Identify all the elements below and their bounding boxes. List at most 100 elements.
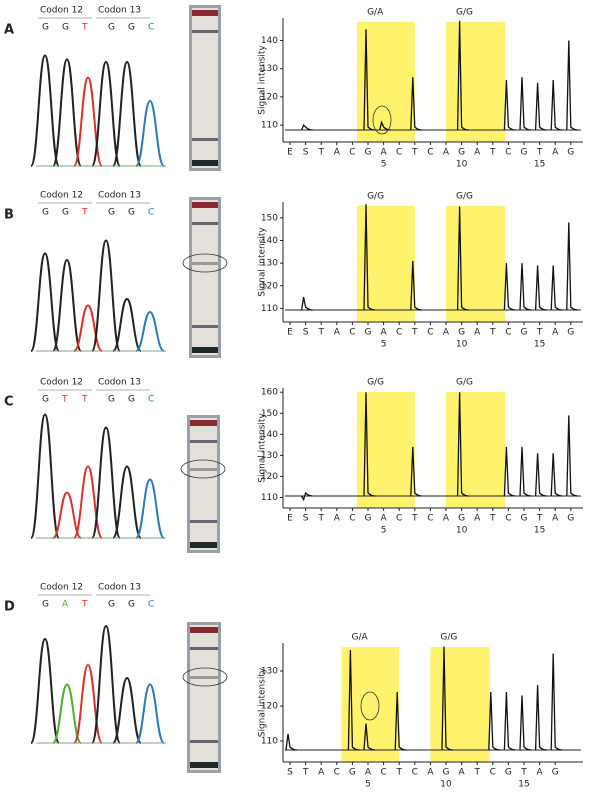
codon-label: Codon 12 [40, 378, 83, 388]
position-number: 10 [456, 160, 468, 170]
base-label: G [128, 395, 135, 405]
codon-label: Codon 12 [40, 583, 83, 593]
pyrogram-peak [550, 653, 563, 751]
y-tick-label: 130 [261, 64, 278, 74]
base-label: G [108, 208, 115, 218]
codon-label: Codon 13 [98, 6, 141, 16]
chromatogram-peak [135, 310, 165, 352]
dispensation-label: C [334, 768, 340, 778]
y-tick-label: 120 [261, 92, 278, 102]
codon-label: Codon 12 [40, 6, 83, 16]
y-tick-label: 120 [261, 702, 278, 712]
dispensation-label: A [381, 148, 388, 158]
pyrogram-peak [410, 77, 422, 131]
base-label: G [42, 208, 49, 218]
gel-band [192, 325, 218, 328]
base-label: G [128, 600, 135, 610]
dispensation-label: T [302, 768, 309, 778]
dispensation-label: G [458, 514, 465, 524]
dispensation-label: A [334, 514, 341, 524]
pyrogram-peak [456, 392, 469, 497]
base-label: C [148, 395, 154, 405]
base-label: T [81, 600, 88, 610]
codon-label: Codon 13 [98, 191, 141, 201]
dispensation-label: A [427, 768, 434, 778]
chromatogram-peak [135, 683, 165, 744]
dispensation-label: T [317, 514, 324, 524]
pyrogram-peak [441, 646, 454, 751]
dispensation-label: C [427, 148, 433, 158]
chromatogram-peak [112, 297, 142, 352]
dispensation-label: G [521, 328, 528, 338]
panel-letter: C [4, 395, 14, 410]
dispensation-label: G [458, 148, 465, 158]
pyrogram-peak [550, 265, 563, 311]
dispensation-label: C [396, 328, 402, 338]
dispensation-label: G [567, 514, 574, 524]
dispensation-label: A [474, 328, 481, 338]
dispensation-label: T [536, 328, 543, 338]
dispensation-label: C [505, 148, 511, 158]
gel-band [190, 468, 217, 471]
dispensation-label: G [365, 328, 372, 338]
base-label: C [148, 600, 154, 610]
dispensation-label: T [489, 328, 496, 338]
panel-letter: A [4, 23, 14, 38]
highlight-region [446, 206, 506, 322]
chromatogram-peak [91, 60, 121, 167]
highlight-region [446, 22, 506, 142]
pyrogram-peak [519, 263, 532, 311]
y-tick-label: 140 [261, 36, 278, 46]
dispensation-label: A [365, 768, 372, 778]
pyrogram-peak [566, 415, 578, 497]
dispensation-label: A [443, 328, 450, 338]
dispensation-label: G [552, 768, 559, 778]
position-number: 5 [381, 526, 387, 536]
gel-band [190, 440, 217, 443]
dispensation-label: S [303, 514, 309, 524]
base-label: G [42, 23, 49, 33]
genotype-label: G/A [367, 8, 384, 18]
dispensation-label: A [334, 148, 341, 158]
y-tick-label: 150 [261, 213, 278, 223]
position-number: 5 [381, 160, 387, 170]
base-label: A [62, 600, 69, 610]
dispensation-label: A [443, 148, 450, 158]
pyrogram-peak [503, 691, 516, 751]
chromatogram-peak [91, 624, 121, 744]
position-number: 15 [534, 160, 545, 170]
gel-band [190, 542, 217, 548]
position-number: 10 [456, 340, 468, 350]
gel-band [192, 202, 218, 208]
pyrogram-peak [519, 77, 532, 131]
pyrogram-peak [301, 491, 313, 502]
position-number: 5 [381, 340, 387, 350]
dispensation-label: C [427, 328, 433, 338]
chromatogram-peak [30, 413, 60, 539]
dispensation-label: T [473, 768, 480, 778]
dispensation-label: G [521, 148, 528, 158]
chromatogram-peak [30, 637, 60, 744]
genotype-label: G/G [440, 633, 457, 643]
chromatogram-peak [30, 54, 60, 167]
gel-band [192, 10, 218, 16]
highlight-ellipse [372, 105, 392, 135]
dispensation-label: C [412, 768, 418, 778]
panel-letter: D [4, 600, 15, 615]
base-label: T [61, 395, 68, 405]
chromatogram-peak [52, 58, 82, 167]
base-label: T [81, 395, 88, 405]
highlight-region [446, 392, 506, 508]
dispensation-label: T [317, 148, 324, 158]
pyrogram-peak [363, 392, 376, 497]
dispensation-label: E [287, 328, 293, 338]
dispensation-label: A [459, 768, 466, 778]
dispensation-label: C [349, 514, 355, 524]
gel-band [190, 627, 218, 633]
gel-band [192, 222, 218, 225]
gel-lane [192, 200, 218, 355]
genotype-label: G/G [456, 8, 473, 18]
panel-letter: B [4, 208, 14, 223]
dispensation-label: C [349, 328, 355, 338]
dispensation-label: S [287, 768, 293, 778]
